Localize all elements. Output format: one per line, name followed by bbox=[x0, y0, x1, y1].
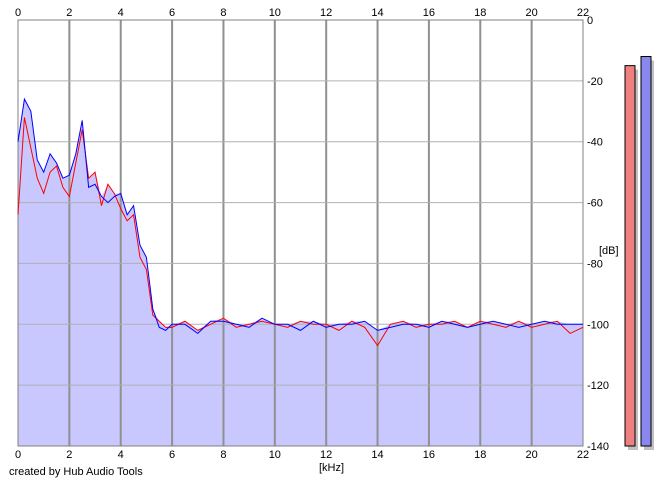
x-tick-label-bottom: 2 bbox=[66, 449, 72, 461]
x-tick-label-top: 20 bbox=[526, 7, 538, 19]
y-tick-label: -40 bbox=[587, 137, 603, 149]
credit-text: created by Hub Audio Tools bbox=[9, 466, 143, 478]
area-fill bbox=[18, 99, 583, 446]
meter-bar-left bbox=[624, 65, 636, 447]
x-tick-label-top: 4 bbox=[118, 7, 124, 19]
x-tick-label-top: 10 bbox=[269, 7, 281, 19]
series-line-blue bbox=[17, 97, 583, 335]
level-meters bbox=[624, 56, 654, 451]
x-tick-label-top: 14 bbox=[371, 7, 383, 19]
x-tick-label-top: 0 bbox=[15, 7, 21, 19]
x-tick-label-top: 12 bbox=[320, 7, 332, 19]
x-tick-label-bottom: 6 bbox=[169, 449, 175, 461]
x-tick-label-top: 8 bbox=[220, 7, 226, 19]
x-tick-label-bottom: 16 bbox=[423, 449, 435, 461]
x-tick-label-top: 16 bbox=[423, 7, 435, 19]
x-tick-label-bottom: 18 bbox=[474, 449, 486, 461]
x-tick-label-bottom: 14 bbox=[371, 449, 383, 461]
x-tick-label-bottom: 22 bbox=[577, 449, 589, 461]
x-tick-label-bottom: 0 bbox=[15, 449, 21, 461]
x-axis-bottom: 0 2 4 6 8 10 12 14 16 18 20 22 bbox=[15, 449, 589, 461]
y-axis-right: 0 -20 -40 -60 -80 -100 -120 -140 bbox=[587, 15, 609, 453]
series-line-red bbox=[17, 117, 584, 347]
x-tick-label-bottom: 10 bbox=[269, 449, 281, 461]
y-tick-label: -120 bbox=[587, 380, 609, 392]
x-tick-label-bottom: 20 bbox=[526, 449, 538, 461]
y-tick-label: -60 bbox=[587, 198, 603, 210]
y-tick-label: -140 bbox=[587, 441, 609, 453]
x-axis-top: 0 2 4 6 8 10 12 14 16 18 20 22 bbox=[15, 7, 589, 19]
gridlines bbox=[17, 19, 584, 447]
y-axis-label: [dB] bbox=[599, 245, 619, 257]
x-tick-label-top: 22 bbox=[577, 7, 589, 19]
x-tick-label-top: 2 bbox=[66, 7, 72, 19]
series-lines bbox=[17, 97, 584, 347]
y-tick-label: -20 bbox=[587, 76, 603, 88]
x-tick-label-bottom: 8 bbox=[220, 449, 226, 461]
y-tick-label: -80 bbox=[587, 258, 603, 270]
x-tick-label-bottom: 4 bbox=[118, 449, 124, 461]
spectrum-area bbox=[18, 99, 583, 446]
x-tick-label-bottom: 12 bbox=[320, 449, 332, 461]
x-tick-label-top: 6 bbox=[169, 7, 175, 19]
x-tick-label-top: 18 bbox=[474, 7, 486, 19]
y-tick-label: -100 bbox=[587, 319, 609, 331]
x-axis-label: [kHz] bbox=[319, 462, 344, 474]
plot-border bbox=[17, 19, 584, 447]
y-tick-label: 0 bbox=[587, 15, 593, 27]
meter-bar-right bbox=[640, 56, 652, 447]
